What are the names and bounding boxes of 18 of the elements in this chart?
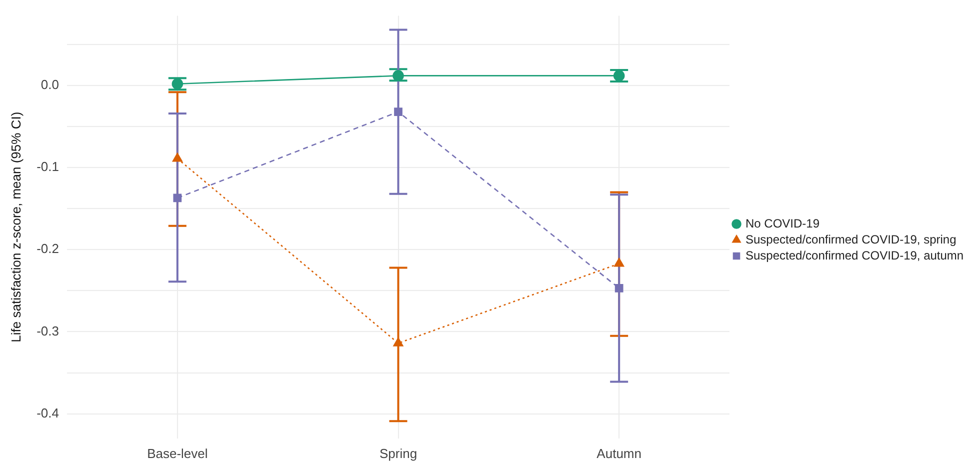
legend-label: Suspected/confirmed COVID-19, spring bbox=[746, 232, 956, 246]
point bbox=[614, 284, 624, 292]
point bbox=[614, 258, 624, 267]
point bbox=[173, 194, 182, 202]
x-tick-label: Base-level bbox=[147, 446, 208, 461]
point bbox=[393, 338, 404, 346]
x-tick-label: Spring bbox=[379, 446, 418, 461]
point bbox=[394, 108, 402, 116]
y-tick-label: -0.4 bbox=[36, 405, 59, 420]
y-tick-label: -0.2 bbox=[36, 241, 59, 256]
legend-label: Suspected/confirmed COVID-19, autumn bbox=[746, 248, 964, 262]
y-axis-title: Life satisfaction z-score, mean (95% CI) bbox=[8, 112, 24, 342]
x-tick-label: Autumn bbox=[596, 446, 642, 461]
y-tick-label: 0.0 bbox=[40, 77, 59, 92]
point bbox=[172, 152, 182, 162]
legend-label: No COVID-19 bbox=[746, 216, 820, 230]
y-tick-label: -0.3 bbox=[36, 323, 59, 338]
y-tick-label: -0.1 bbox=[36, 159, 59, 174]
